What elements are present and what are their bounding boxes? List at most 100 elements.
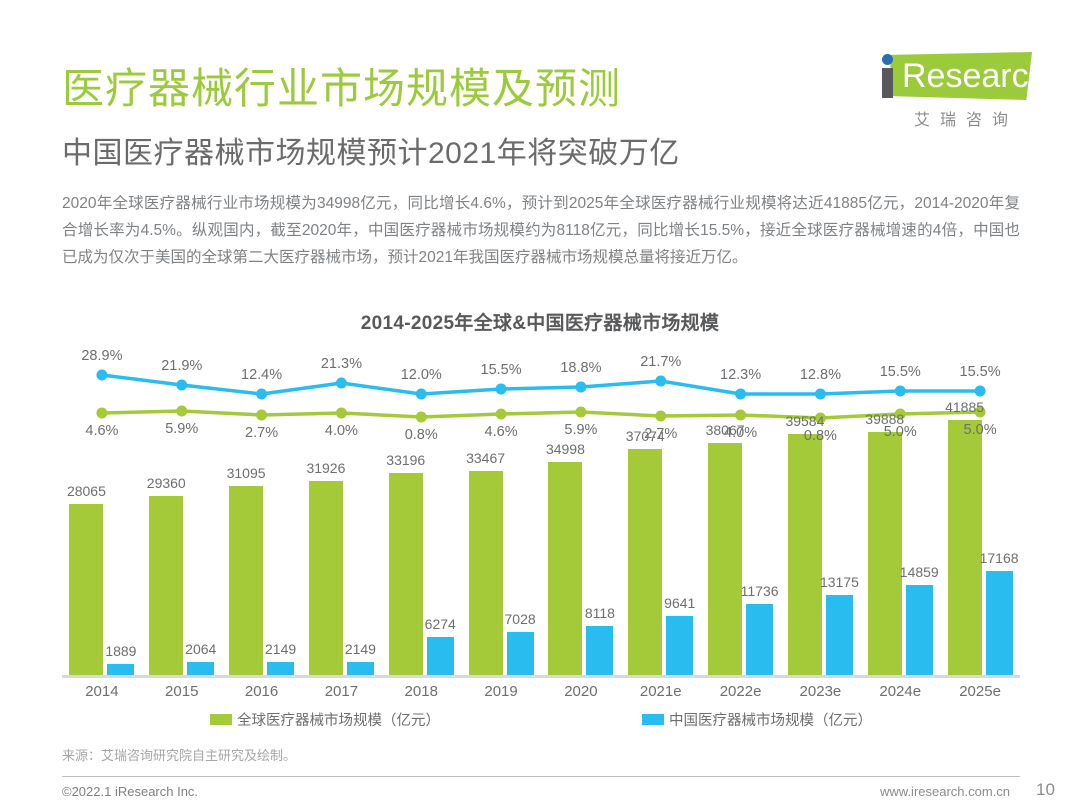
bar-global — [947, 420, 982, 675]
bar-global — [628, 449, 663, 675]
bar-value-label-china: 2149 — [344, 640, 376, 657]
bar-group: 38067 11736 — [706, 338, 779, 675]
global-growth-label: 0.8% — [803, 428, 837, 444]
global-growth-point — [495, 408, 507, 420]
bar-value-label-global: 33467 — [466, 450, 506, 467]
bar-value-label-global: 39888 — [865, 411, 905, 428]
global-growth-label: 4.6% — [484, 424, 518, 440]
bar-value-label-china: 9641 — [664, 595, 696, 612]
china-growth-label: 28.9% — [81, 348, 123, 364]
bar-group: 39584 13175 — [785, 338, 859, 675]
bar-china — [426, 636, 454, 675]
logo-chinese-name: 艾瑞咨询 — [913, 112, 1018, 129]
china-growth-label: 21.7% — [640, 354, 682, 370]
global-growth-line — [100, 409, 982, 420]
x-axis-tick: 2025e — [959, 683, 1001, 700]
global-growth-point — [575, 406, 587, 418]
global-growth-label: 2.7% — [245, 425, 279, 441]
global-growth-point — [176, 405, 188, 417]
bar-china — [985, 570, 1013, 675]
global-growth-label: 5.0% — [963, 422, 997, 438]
global-growth-label: 4.0% — [324, 423, 358, 439]
bar-value-label-global: 41885 — [945, 399, 985, 416]
bar-group: 28065 1889 — [67, 338, 136, 675]
china-growth-point — [415, 388, 427, 400]
bar-china — [586, 625, 614, 675]
bar-global — [69, 504, 104, 675]
chart-legend: 全球医疗器械市场规模（亿元） 中国医疗器械市场规模（亿元） — [62, 709, 1020, 731]
china-growth-label: 12.4% — [241, 367, 283, 383]
bar-global — [229, 485, 264, 675]
global-growth-label: 2.7% — [644, 426, 678, 442]
global-growth-point — [735, 409, 747, 421]
chart-title: 2014-2025年全球&中国医疗器械市场规模 — [360, 313, 720, 334]
legend-swatch-icon — [210, 714, 232, 725]
global-growth-point — [256, 409, 268, 421]
iresearch-logo: Research 艾瑞咨询 — [876, 48, 1048, 132]
x-axis-tick: 2021e — [639, 683, 682, 700]
global-growth-point — [415, 411, 427, 423]
bar-value-label-global: 31926 — [306, 459, 346, 476]
china-growth-point — [974, 385, 986, 397]
bar-value-label-china: 8118 — [584, 604, 615, 621]
copyright-text: ©2022.1 iResearch Inc. — [62, 784, 199, 799]
legend-item[interactable]: 全球医疗器械市场规模（亿元） — [210, 709, 440, 730]
bar-group: 31095 2149 — [227, 338, 296, 675]
bar-value-label-global: 38067 — [705, 422, 745, 439]
china-growth-line — [100, 373, 982, 396]
page-subtitle: 中国医疗器械市场规模预计2021年将突破万亿 — [62, 137, 680, 170]
bar-group: 37074 9641 — [626, 338, 695, 675]
x-axis-tick: 2020 — [564, 683, 598, 700]
growth-line-layer — [96, 369, 986, 424]
bar-global — [388, 472, 423, 675]
global-growth-label: 5.9% — [165, 421, 199, 437]
bar-group: 29360 2064 — [147, 338, 216, 675]
bar-china — [107, 663, 135, 675]
bar-value-label-china: 1889 — [105, 642, 137, 659]
logo-mark: Research — [876, 48, 1048, 104]
china-growth-point — [256, 388, 268, 400]
bar-china — [267, 661, 295, 675]
china-growth-point — [575, 381, 587, 393]
legend-label: 全球医疗器械市场规模（亿元） — [237, 713, 440, 729]
legend-item[interactable]: 中国医疗器械市场规模（亿元） — [642, 709, 872, 730]
bar-china — [825, 594, 853, 675]
china-growth-label: 18.8% — [560, 360, 602, 376]
china-growth-label: 15.5% — [480, 362, 522, 378]
global-growth-point — [814, 412, 826, 424]
bar-china — [666, 616, 694, 675]
x-axis-tick: 2019 — [484, 683, 518, 700]
chart-area: 28065 1889 29360 2064 31095 2149 31926 2149 3319… — [62, 338, 1020, 678]
logo-dot-icon — [882, 54, 893, 65]
logo-wordmark: Research — [902, 57, 1048, 95]
china-growth-label: 12.0% — [400, 367, 442, 383]
bar-group: 33467 7028 — [466, 338, 536, 675]
global-growth-label: 5.9% — [564, 422, 598, 438]
body-paragraph: 2020年全球医疗器械行业市场规模为34998亿元，同比增长4.6%，预计到20… — [62, 195, 1020, 266]
logo-shape — [890, 52, 1032, 100]
x-axis-tick: 2017 — [324, 683, 359, 700]
bar-group: 34998 8118 — [546, 338, 615, 675]
bar-global — [149, 496, 184, 675]
china-growth-label: 21.3% — [320, 356, 362, 372]
global-growth-point — [894, 408, 906, 420]
x-axis-labels: 2014 2015 2016 2017 2018 2019 2020 2021e 2022e 20… — [62, 683, 1020, 705]
china-growth-point — [176, 379, 188, 391]
legend-swatch-icon — [642, 714, 664, 725]
bar-china — [346, 661, 374, 675]
bar-global — [308, 480, 343, 675]
global-growth-label: 4.0% — [724, 425, 758, 441]
legend-label: 中国医疗器械市场规模（亿元） — [669, 713, 872, 729]
bar-group: 33196 6274 — [386, 338, 456, 675]
logo-letter-i — [882, 68, 893, 98]
bar-value-label-china: 6274 — [424, 615, 456, 632]
bar-china — [746, 603, 774, 675]
chart-plot: 28065 1889 29360 2064 31095 2149 31926 2149 3319… — [62, 338, 1020, 678]
bar-value-label-china: 14859 — [899, 563, 939, 580]
bar-china — [905, 584, 933, 675]
bar-group: 31926 2149 — [306, 338, 376, 675]
china-growth-label: 12.3% — [720, 367, 762, 383]
global-growth-label: 5.0% — [883, 424, 917, 440]
bar-value-label-global: 39584 — [785, 413, 825, 430]
